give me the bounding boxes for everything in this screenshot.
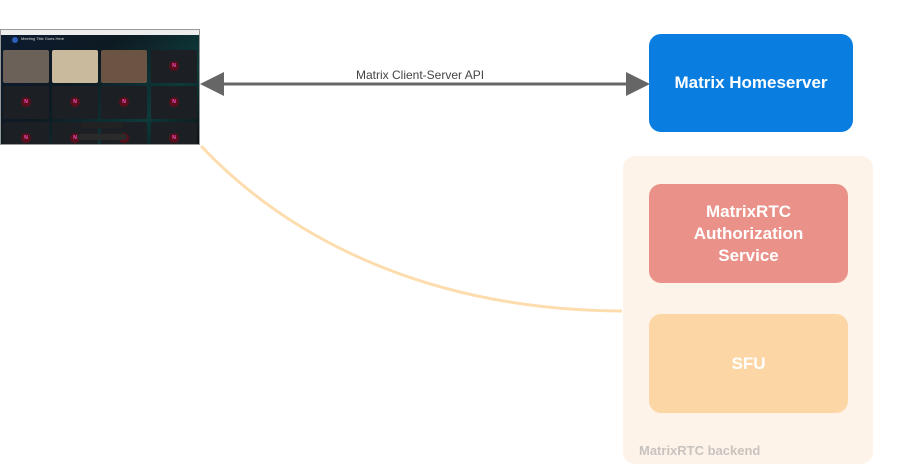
- avatar: N: [21, 133, 31, 143]
- video-tile: N: [101, 86, 147, 119]
- video-tile: N: [151, 86, 197, 119]
- client-server-api-label: Matrix Client-Server API: [356, 68, 485, 82]
- avatar: N: [119, 97, 129, 107]
- video-tile: N: [52, 86, 98, 119]
- video-tile: N: [3, 122, 49, 144]
- avatar: N: [169, 133, 179, 143]
- client-backend-connection: [199, 144, 623, 313]
- matrix-homeserver-node: Matrix Homeserver: [649, 34, 853, 132]
- room-avatar: [12, 37, 18, 43]
- avatar: N: [169, 61, 179, 71]
- auth-service-label: MatrixRTC Authorization Service: [693, 201, 804, 265]
- video-tile: [3, 50, 49, 83]
- call-controls: [77, 134, 127, 140]
- avatar: N: [21, 97, 31, 107]
- avatar: N: [70, 133, 80, 143]
- avatar: N: [70, 97, 80, 107]
- auth-service-node: MatrixRTC Authorization Service: [649, 184, 848, 283]
- meeting-title: Meeting Title Goes Here: [21, 36, 65, 41]
- video-tile: [101, 50, 147, 83]
- video-tile: [52, 50, 98, 83]
- video-tile: N: [3, 86, 49, 119]
- sfu-node: SFU: [649, 314, 848, 413]
- element-call-screenshot: Meeting Title Goes Here N N N N N N N N …: [0, 29, 200, 145]
- video-tile: N: [151, 122, 197, 144]
- video-tile: N: [151, 50, 197, 83]
- browser-bar: [1, 30, 199, 35]
- reactions-bar: [81, 122, 123, 128]
- backend-group-label: MatrixRTC backend: [639, 443, 761, 458]
- avatar: N: [169, 97, 179, 107]
